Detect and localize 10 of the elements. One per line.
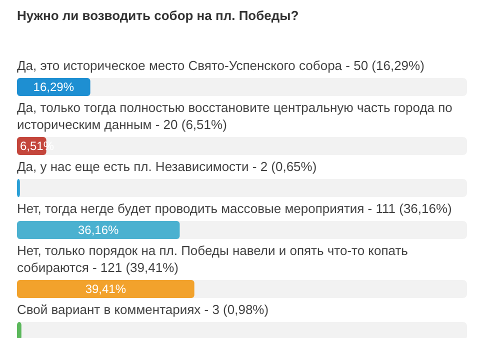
- data-label: 16,29%: [33, 80, 74, 94]
- y-tick-label: Нет, только порядок на пл. Победы навели и опять что-то копать собираются - 121 (39,41%): [17, 243, 408, 275]
- y-tick-label: Свой вариант в комментариях - 3 (0,98%): [17, 302, 269, 317]
- y-tick-label: Нет, тогда негде будет проводить массовые мероприятия - 111 (36,16%): [17, 201, 452, 216]
- y-tick-label: Да, это историческое место Свято-Успенского собора - 50 (16,29%): [17, 58, 424, 73]
- chart-title: Нужно ли возводить собор на пл. Победы?: [17, 8, 299, 23]
- data-label: 36,16%: [78, 223, 120, 237]
- y-tick-label: Да, у нас еще есть пл. Независимости - 2 (0,65%): [17, 159, 317, 174]
- data-label: 39,41%: [85, 282, 126, 296]
- y-tick-label: Да, только тогда полностью восстановите центральную часть города по историческим данным - 20 (6,51%): [17, 100, 452, 132]
